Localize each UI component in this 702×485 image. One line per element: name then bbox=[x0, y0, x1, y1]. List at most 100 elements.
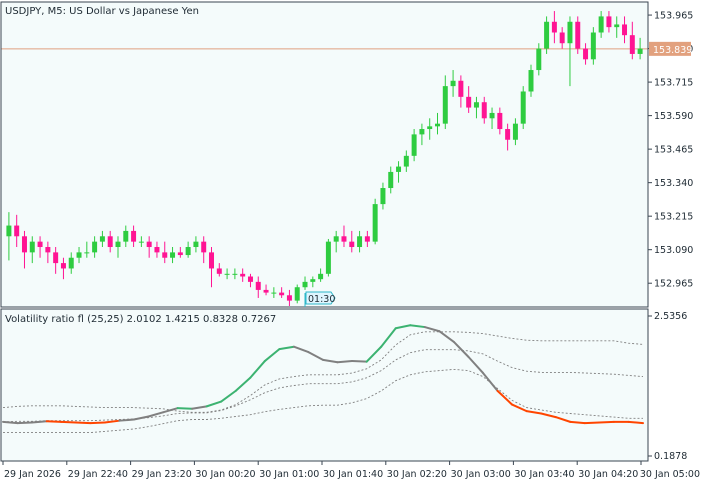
indicator-main-segment bbox=[2, 420, 19, 425]
indicator-main-segment bbox=[45, 420, 63, 423]
candle-body bbox=[544, 21, 550, 49]
candle-body bbox=[481, 102, 487, 119]
candle bbox=[396, 161, 402, 183]
candle bbox=[240, 268, 246, 282]
candle-body bbox=[240, 273, 246, 277]
candle bbox=[481, 96, 487, 124]
candle bbox=[45, 241, 51, 264]
candle-body bbox=[435, 123, 440, 127]
candle-body bbox=[349, 241, 355, 248]
candle bbox=[497, 107, 503, 135]
candle-body bbox=[318, 273, 324, 280]
candle-body bbox=[107, 236, 113, 248]
time-marker[interactable]: 01:30 bbox=[304, 291, 336, 307]
indicator-main-segment bbox=[249, 360, 266, 379]
price-axis-label: 153.340 bbox=[654, 178, 693, 189]
indicator-main-segment bbox=[351, 360, 368, 363]
candle-body bbox=[21, 236, 27, 253]
candle-body bbox=[637, 48, 643, 54]
candle bbox=[247, 273, 253, 288]
candle bbox=[583, 43, 589, 65]
candle bbox=[224, 268, 230, 280]
candle-body bbox=[466, 96, 472, 108]
candle-body bbox=[216, 268, 222, 274]
candle bbox=[294, 284, 300, 304]
candle-body bbox=[364, 236, 370, 242]
time-axis-label: 29 Jan 23:20 bbox=[132, 469, 192, 480]
candle bbox=[131, 225, 137, 248]
candle bbox=[138, 236, 144, 248]
indicator-main-segment bbox=[16, 421, 34, 425]
candle bbox=[170, 247, 176, 264]
candle bbox=[6, 212, 12, 261]
candle-body bbox=[590, 32, 596, 60]
time-axis-label: 30 Jan 02:20 bbox=[387, 469, 447, 480]
time-axis-label: 30 Jan 01:00 bbox=[259, 469, 319, 480]
time-axis-label: 29 Jan 22:40 bbox=[68, 469, 128, 480]
candle bbox=[279, 287, 285, 298]
indicator-main-segment bbox=[147, 411, 164, 418]
candle bbox=[302, 276, 308, 290]
indicator-main-segment bbox=[162, 407, 179, 414]
indicator-main-segment bbox=[394, 324, 412, 330]
candle bbox=[21, 230, 27, 269]
candle bbox=[99, 230, 105, 248]
candle bbox=[341, 225, 347, 248]
price-panel[interactable] bbox=[1, 2, 648, 307]
time-axis-label: 30 Jan 05:00 bbox=[640, 469, 700, 480]
indicator-main-segment bbox=[191, 405, 208, 410]
candle bbox=[14, 214, 20, 248]
candle bbox=[286, 289, 292, 306]
indicator-panel[interactable] bbox=[1, 309, 648, 461]
time-axis-label: 29 Jan 2026 bbox=[4, 469, 61, 480]
candle-body bbox=[473, 102, 479, 108]
candle bbox=[435, 112, 440, 135]
candle-body bbox=[6, 225, 12, 237]
indicator-main-segment bbox=[205, 400, 223, 408]
indicator-axis-max: 2.5356 bbox=[654, 311, 687, 322]
candle bbox=[442, 75, 448, 130]
candle bbox=[107, 230, 113, 253]
candle-body bbox=[536, 48, 542, 71]
candle-body bbox=[606, 16, 612, 28]
indicator-main-segment bbox=[263, 348, 281, 363]
candle-body bbox=[177, 252, 183, 256]
candle-body bbox=[255, 281, 261, 290]
indicator-main-segment bbox=[409, 324, 426, 329]
time-axis-label: 30 Jan 04:20 bbox=[578, 469, 638, 480]
indicator-main-segment bbox=[423, 326, 441, 333]
indicator-main-segment bbox=[103, 419, 121, 424]
time-axis-label: 30 Jan 00:20 bbox=[195, 469, 255, 480]
indicator-main-segment bbox=[540, 412, 557, 419]
candle bbox=[419, 123, 425, 146]
candle bbox=[637, 37, 643, 60]
price-axis-label: 153.465 bbox=[654, 145, 693, 156]
time-axis: 29 Jan 2026 29 Jan 22:40 29 Jan 23:20 30 Ja… bbox=[2, 461, 700, 480]
indicator-main-segment bbox=[365, 345, 383, 363]
candle-body bbox=[170, 252, 176, 258]
candle bbox=[310, 276, 316, 288]
indicator-main-segment bbox=[292, 345, 310, 354]
indicator-main-segment bbox=[278, 345, 295, 351]
indicator-label: Volatility ratio fl (25,25) 2.0102 1.421… bbox=[5, 314, 276, 325]
indicator-band-line bbox=[2, 331, 644, 413]
indicator-main-segment bbox=[31, 420, 48, 424]
indicator-main-segment bbox=[583, 421, 601, 425]
indicator-axis-min: 0.1878 bbox=[654, 451, 687, 462]
candle bbox=[92, 236, 98, 258]
candle-body bbox=[458, 80, 464, 97]
candle bbox=[567, 16, 573, 87]
indicator-main-segment bbox=[482, 371, 499, 392]
candle-body bbox=[99, 236, 105, 242]
candle-body bbox=[622, 24, 628, 36]
indicator-main-segment bbox=[220, 389, 237, 403]
candle-body bbox=[629, 35, 635, 54]
price-panel-frame bbox=[0, 1, 649, 308]
candle-body bbox=[583, 48, 589, 60]
candle-body bbox=[427, 126, 433, 130]
candle bbox=[232, 268, 238, 280]
indicator-main-segment bbox=[452, 340, 470, 358]
candle bbox=[115, 236, 121, 258]
candle bbox=[528, 64, 534, 97]
